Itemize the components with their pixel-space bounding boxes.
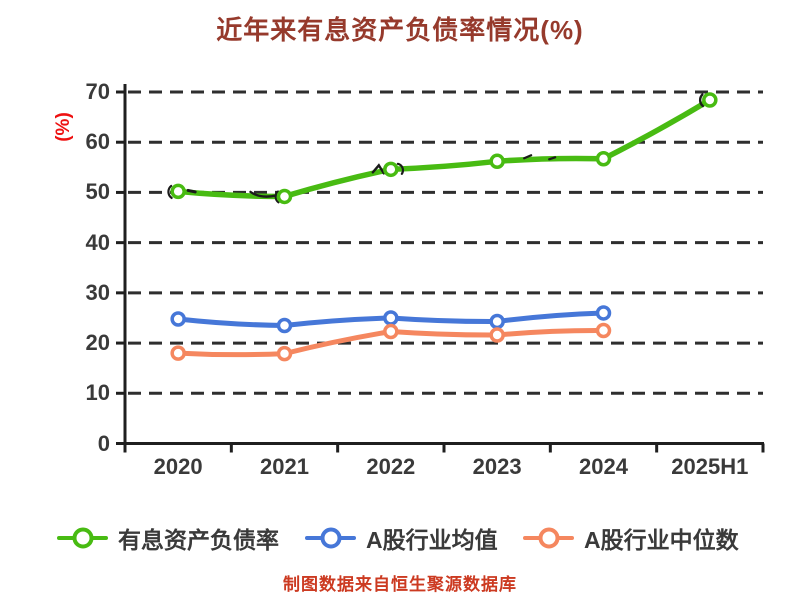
legend-item-series-1: 有息资产负债率 [57, 521, 279, 555]
data-point-marker [276, 317, 293, 334]
legend-label: A股行业均值 [366, 527, 498, 553]
data-point-marker [383, 161, 399, 178]
legend-marker-blue-circle-icon [305, 521, 356, 555]
y-axis-unit-label: (%) [53, 112, 74, 142]
chart-title: 近年来有息资产负债率情况(%) [216, 15, 584, 45]
data-point-marker [383, 310, 399, 326]
data-point-marker [489, 327, 505, 343]
data-point-marker [489, 153, 505, 170]
legend-item-series-2: A股行业均值 [305, 521, 498, 555]
data-source-note: 制图数据来自恒生聚源数据库 [283, 575, 517, 594]
data-point-marker [489, 313, 505, 330]
data-point-marker [702, 92, 718, 108]
data-point-marker [383, 323, 399, 340]
legend: 有息资产负债率 A股行业均值 A股行业中位数 [0, 521, 800, 555]
data-point-marker [595, 322, 612, 339]
legend-item-series-3: A股行业中位数 [523, 521, 739, 555]
data-point-marker [276, 345, 293, 362]
legend-label: 有息资产负债率 [118, 527, 279, 553]
data-point-marker [595, 305, 612, 321]
data-point-marker [170, 311, 186, 327]
data-point-marker [170, 183, 186, 200]
data-point-marker [276, 188, 293, 205]
data-point-marker [595, 151, 612, 167]
legend-label: A股行业中位数 [584, 527, 739, 553]
data-point-marker [170, 345, 186, 361]
legend-marker-green-circle-icon [57, 521, 108, 555]
legend-marker-orange-circle-icon [523, 521, 574, 555]
